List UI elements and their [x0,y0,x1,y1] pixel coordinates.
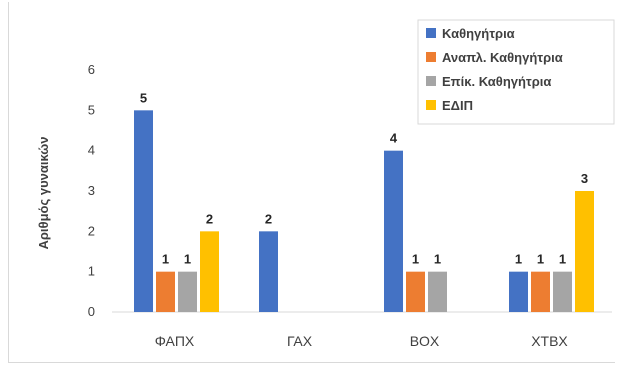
bar-fapch-series-4 [200,231,219,312]
y-axis-title-group: Αριθμός γυναικών [36,137,51,250]
y-tick-label: 2 [88,223,95,238]
bar-boch-series-1 [384,150,403,312]
bar-boch-series-3 [428,271,447,312]
data-label: 1 [184,252,191,267]
bar-chtbch-series-2 [531,271,550,312]
y-tick-label: 3 [88,183,95,198]
category-label-boch: ΒΟΧ [410,333,440,349]
bar-fapch-series-2 [156,271,175,312]
y-axis-ticks: 0 1 2 3 4 5 6 [88,62,95,319]
legend-box [417,19,615,125]
y-tick-label: 5 [88,102,95,117]
category-label-chtbch: ΧΤΒΧ [531,333,568,349]
y-tick-label: 1 [88,264,95,279]
bar-chtbch-series-4 [575,191,594,312]
legend: Καθηγήτρια Αναπλ. Καθηγήτρια Επίκ. Καθηγήτ… [417,19,615,125]
bar-chtbch-series-1 [509,271,528,312]
y-tick-label: 6 [88,62,95,77]
bar-boch-series-2 [406,271,425,312]
x-axis-categories: ΦΑΠΧ ΓΑΧ ΒΟΧ ΧΤΒΧ [155,333,569,349]
data-label: 1 [434,252,441,267]
legend-entry-label: Επίκ. Καθηγήτρια [442,74,551,89]
y-tick-label: 4 [88,143,95,158]
bar-series [134,110,594,312]
data-label: 2 [265,211,272,226]
category-label-fapch: ΦΑΠΧ [155,333,195,349]
data-label: 2 [206,211,213,226]
bar-gach-series-1 [259,231,278,312]
legend-swatch [426,28,436,38]
data-labels: 51 12 241 1 1 1 13 [140,90,588,266]
legend-entry-label: Αναπλ. Καθηγήτρια [442,50,563,65]
data-label: 1 [412,252,419,267]
legend-entry-label: Καθηγήτρια [442,26,515,41]
legend-swatch [426,52,436,62]
data-label: 5 [140,90,147,105]
y-axis-title: Αριθμός γυναικών [36,137,51,250]
bar-fapch-series-3 [178,271,197,312]
legend-entry-label: ΕΔΙΠ [442,98,473,113]
legend-swatch [426,100,436,110]
category-label-gach: ΓΑΧ [287,333,313,349]
legend-swatch [426,76,436,86]
bar-fapch-series-1 [134,110,153,312]
data-label: 1 [559,252,566,267]
bar-chtbch-series-3 [553,271,572,312]
data-label: 1 [537,252,544,267]
data-label: 4 [390,131,398,146]
data-label: 1 [515,252,522,267]
chart-frame [8,2,615,363]
data-label: 3 [581,171,588,186]
data-label: 1 [162,252,169,267]
y-tick-label: 0 [88,304,95,319]
